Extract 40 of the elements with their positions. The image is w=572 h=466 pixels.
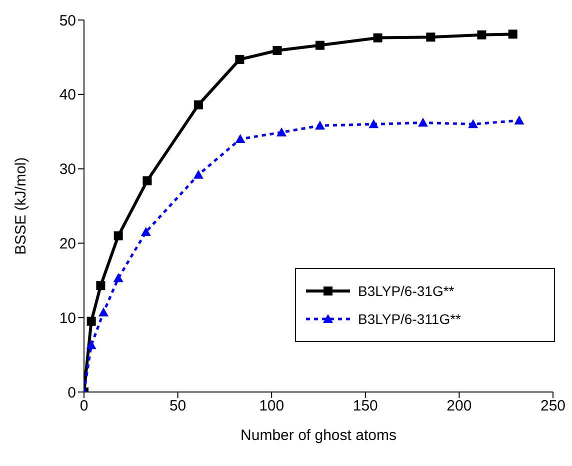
point <box>235 134 246 144</box>
y-axis-title: BSSE (kJ/mol) <box>12 157 30 255</box>
point <box>86 340 96 350</box>
legend-label: B3LYP/6-31G** <box>358 282 454 301</box>
y-tick-label: 40 <box>59 86 76 104</box>
x-tick-label: 0 <box>80 398 88 415</box>
point <box>235 54 244 64</box>
x-tick-label: 100 <box>259 398 284 415</box>
point <box>468 119 478 128</box>
point <box>114 231 123 240</box>
y-tick-label: 30 <box>59 161 76 178</box>
point <box>426 32 436 42</box>
point <box>272 46 282 56</box>
x-tick-label: 150 <box>352 398 378 415</box>
y-tick-label: 20 <box>59 236 76 253</box>
point <box>418 118 428 127</box>
point <box>96 281 106 290</box>
point <box>86 316 96 326</box>
point <box>194 100 203 110</box>
point <box>315 120 325 130</box>
legend-label: B3LYP/6-311G** <box>358 310 461 329</box>
point <box>373 33 382 42</box>
point <box>113 273 124 282</box>
point <box>140 227 151 236</box>
point <box>316 40 324 50</box>
point <box>276 127 287 136</box>
point <box>98 307 109 316</box>
x-tick-label: 50 <box>169 398 186 415</box>
y-tick-label: 50 <box>59 12 76 30</box>
y-tick-label: 0 <box>68 384 76 402</box>
point <box>368 119 379 128</box>
point <box>477 30 486 40</box>
y-tick-label: 10 <box>59 310 76 327</box>
point <box>142 176 152 186</box>
x-tick-label: 250 <box>540 398 566 415</box>
x-tick-label: 200 <box>446 398 472 415</box>
x-axis-title: Number of ghost atoms <box>240 427 396 444</box>
point <box>508 30 518 39</box>
point <box>514 115 524 124</box>
point <box>193 170 204 179</box>
